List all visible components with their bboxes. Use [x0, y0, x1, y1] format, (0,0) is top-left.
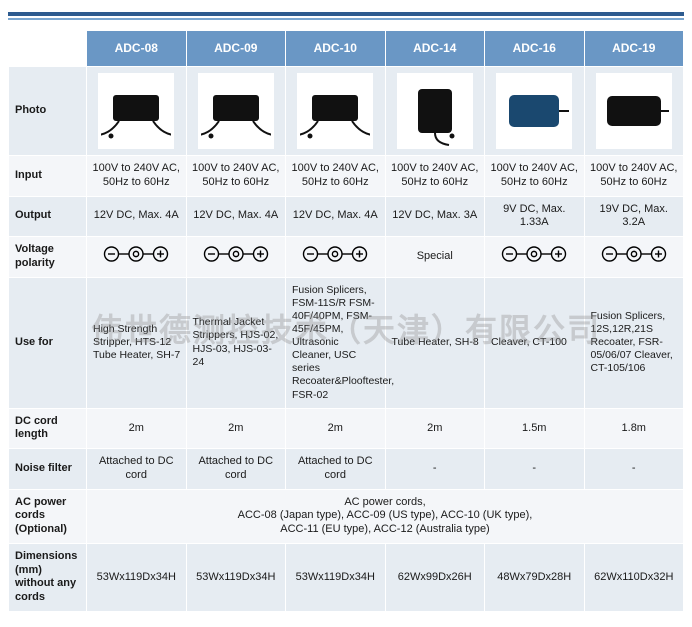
cell: AC power cords, ACC-08 (Japan type), ACC…: [87, 489, 684, 543]
cell: 100V to 240V AC, 50Hz to 60Hz: [485, 156, 585, 197]
row-label: Noise filter: [9, 449, 87, 490]
cell: 48Wx79Dx28H: [485, 543, 585, 611]
row-label: Use for: [9, 277, 87, 408]
cell: -: [485, 449, 585, 490]
cell: Fusion Splicers, 12S,12R,21S Recoater, F…: [584, 277, 684, 408]
cell: 100V to 240V AC, 50Hz to 60Hz: [186, 156, 286, 197]
cell: 100V to 240V AC, 50Hz to 60Hz: [385, 156, 485, 197]
cell: [485, 237, 585, 278]
row-label: Dimensions (mm) without any cords: [9, 543, 87, 611]
cell: 2m: [87, 408, 187, 449]
cell: Thermal Jacket Strippers, HJS-02, HJS-03…: [186, 277, 286, 408]
photo-cell: [87, 67, 187, 156]
cell: 12V DC, Max. 4A: [186, 196, 286, 237]
header-rule: [8, 12, 684, 20]
polarity-icon: [499, 243, 569, 265]
polarity-icon: [101, 243, 171, 265]
adapter-icon: [297, 73, 373, 149]
blank-corner: [9, 31, 87, 67]
column-header: ADC-08: [87, 31, 187, 67]
cell: 2m: [186, 408, 286, 449]
row-label: DC cord length: [9, 408, 87, 449]
cell: Fusion Splicers, FSM-11S/R FSM-40F/40PM,…: [286, 277, 386, 408]
column-header: ADC-19: [584, 31, 684, 67]
adapter-icon: [596, 73, 672, 149]
cell: [286, 237, 386, 278]
polarity-icon: [300, 243, 370, 265]
cell: Attached to DC cord: [87, 449, 187, 490]
photo-cell: [186, 67, 286, 156]
cell: Attached to DC cord: [286, 449, 386, 490]
cell: 53Wx119Dx34H: [186, 543, 286, 611]
adapter-icon: [496, 73, 572, 149]
cell: 100V to 240V AC, 50Hz to 60Hz: [87, 156, 187, 197]
cell: 100V to 240V AC, 50Hz to 60Hz: [286, 156, 386, 197]
cell: 12V DC, Max. 4A: [87, 196, 187, 237]
photo-cell: [584, 67, 684, 156]
column-header: ADC-10: [286, 31, 386, 67]
row-label: Output: [9, 196, 87, 237]
cell: [584, 237, 684, 278]
cell: Attached to DC cord: [186, 449, 286, 490]
cell: 9V DC, Max. 1.33A: [485, 196, 585, 237]
cell: Tube Heater, SH-8: [385, 277, 485, 408]
cell: 2m: [286, 408, 386, 449]
cell: 2m: [385, 408, 485, 449]
cell: 53Wx119Dx34H: [286, 543, 386, 611]
cell: 62Wx110Dx32H: [584, 543, 684, 611]
polarity-icon: [201, 243, 271, 265]
cell: 12V DC, Max. 4A: [286, 196, 386, 237]
adapter-icon: [98, 73, 174, 149]
cell: 53Wx119Dx34H: [87, 543, 187, 611]
row-label: AC power cords (Optional): [9, 489, 87, 543]
cell: [87, 237, 187, 278]
photo-cell: [485, 67, 585, 156]
cell: 1.8m: [584, 408, 684, 449]
cell: High Strength Stripper, HTS-12 Tube Heat…: [87, 277, 187, 408]
row-label: Photo: [9, 67, 87, 156]
cell: 62Wx99Dx26H: [385, 543, 485, 611]
column-header: ADC-14: [385, 31, 485, 67]
column-header: ADC-16: [485, 31, 585, 67]
cell: -: [584, 449, 684, 490]
photo-cell: [286, 67, 386, 156]
cell: 1.5m: [485, 408, 585, 449]
cell: Special: [385, 237, 485, 278]
column-header: ADC-09: [186, 31, 286, 67]
row-label: Input: [9, 156, 87, 197]
cell: [186, 237, 286, 278]
photo-cell: [385, 67, 485, 156]
adapter-icon: [198, 73, 274, 149]
cell: Cleaver, CT-100: [485, 277, 585, 408]
cell: 12V DC, Max. 3A: [385, 196, 485, 237]
cell: 100V to 240V AC, 50Hz to 60Hz: [584, 156, 684, 197]
cell: 19V DC, Max. 3.2A: [584, 196, 684, 237]
polarity-icon: [599, 243, 669, 265]
spec-table: ADC-08ADC-09ADC-10ADC-14ADC-16ADC-19 Phot…: [8, 30, 684, 612]
row-label: Voltage polarity: [9, 237, 87, 278]
cell: -: [385, 449, 485, 490]
adapter-icon: [397, 73, 473, 149]
